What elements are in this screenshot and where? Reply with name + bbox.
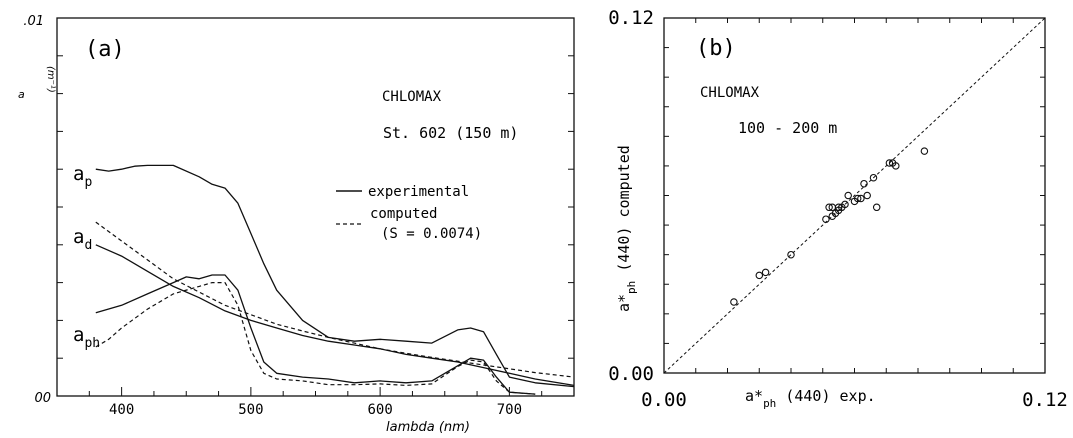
legend-label-computed: computed xyxy=(370,206,437,222)
panel-a-y-label: a xyxy=(18,88,25,101)
scatter-point xyxy=(861,181,867,187)
panel-b-y-label-sub: ph xyxy=(625,281,638,294)
curve-label-ad-sub: d xyxy=(84,238,92,253)
panel-b-y-label: a*ph (440) computed xyxy=(615,145,638,312)
curve-label-ad-base: a xyxy=(73,226,84,248)
legend-label-experimental: experimental xyxy=(368,184,469,200)
curve-label-aph: aph xyxy=(73,324,100,351)
scatter-point xyxy=(731,299,737,305)
panel-b-x-tick-right: 0.12 xyxy=(1022,389,1068,411)
panel-b-annotation-title: CHLOMAX xyxy=(700,85,760,101)
panel-a-annotation-station: St. 602 (150 m) xyxy=(383,124,518,142)
panel-b-label: (b) xyxy=(696,36,736,61)
scatter-point xyxy=(921,148,927,154)
curve-label-ap-sub: p xyxy=(84,175,92,190)
panel-a: 400 500 600 700 (a) CHLOMAX St. 602 (150 m)… xyxy=(18,14,574,435)
panel-b-x-label: a*ph (440) exp. xyxy=(745,387,876,410)
x-tick-label: 500 xyxy=(238,402,263,418)
scatter-point xyxy=(762,269,768,275)
curve-label-ap-base: a xyxy=(73,163,84,185)
series-line-aph xyxy=(96,275,535,394)
curve-label-ad: ad xyxy=(73,226,92,253)
curve-label-aph-base: a xyxy=(73,324,84,346)
scatter-point xyxy=(874,204,880,210)
panel-b-x-tick-left: 0.00 xyxy=(641,389,687,411)
series-line-ap xyxy=(96,165,574,386)
x-tick-label: 700 xyxy=(497,402,522,418)
panel-b-x-label-sub: ph xyxy=(763,397,776,410)
panel-b: (b) CHLOMAX 100 - 200 m 0.12 0.00 0.00 0… xyxy=(608,7,1068,411)
x-tick-label: 600 xyxy=(367,402,392,418)
panel-b-points xyxy=(731,148,928,305)
panel-b-y-label-rest: (440) computed xyxy=(615,145,633,280)
panel-a-x-axis: 400 500 600 700 xyxy=(57,387,574,418)
y-tick-label-bottom: 00 xyxy=(34,391,51,406)
panel-a-annotation-title: CHLOMAX xyxy=(382,89,442,105)
panel-b-y-tick-top: 0.12 xyxy=(608,7,654,29)
curve-label-ap: ap xyxy=(73,163,92,190)
panel-a-x-label: lambda (nm) xyxy=(386,420,470,435)
scatter-point xyxy=(756,272,762,278)
scatter-point xyxy=(788,252,794,258)
panel-a-series xyxy=(96,165,574,394)
panel-a-label: (a) xyxy=(85,37,125,62)
scatter-point xyxy=(864,192,870,198)
scatter-point xyxy=(823,216,829,222)
panel-a-minor-ticks xyxy=(57,56,574,358)
panel-a-y-unit: (m⁻¹) xyxy=(45,66,56,93)
panel-b-y-label-base: a* xyxy=(615,294,633,312)
series-line-ad-computed xyxy=(96,222,574,377)
panel-b-x-label-base: a* xyxy=(745,387,763,405)
x-tick-label: 400 xyxy=(109,402,134,418)
y-tick-label-top: .01 xyxy=(23,14,44,29)
legend-computed-note: (S = 0.0074) xyxy=(381,226,482,242)
panel-b-annotation-depth: 100 - 200 m xyxy=(738,119,837,137)
panel-b-y-tick-bottom: 0.00 xyxy=(608,363,654,385)
panel-a-frame xyxy=(57,18,574,396)
one-to-one-reference-line xyxy=(664,18,1045,373)
curve-label-aph-sub: ph xyxy=(84,336,100,351)
panel-b-x-label-rest: (440) exp. xyxy=(776,387,875,405)
scatter-point xyxy=(845,192,851,198)
